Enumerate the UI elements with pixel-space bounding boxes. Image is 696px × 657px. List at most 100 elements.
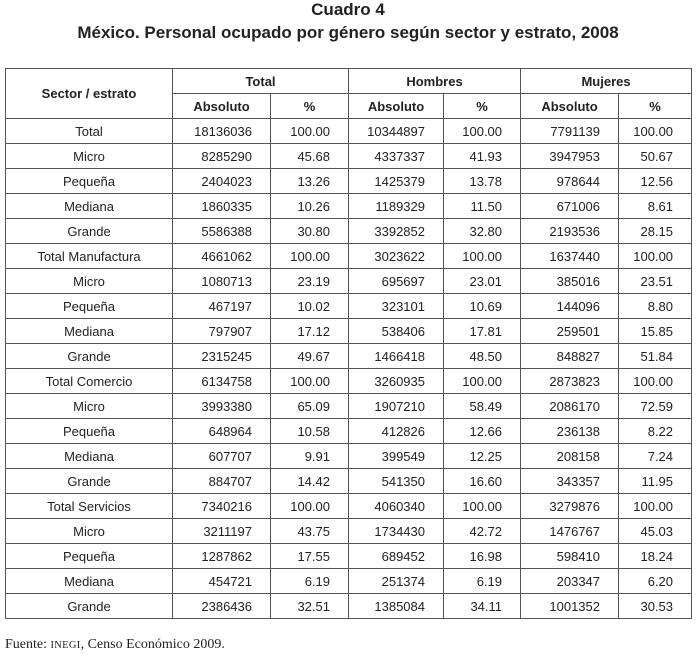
cell: 323101 — [348, 293, 444, 319]
table-row: Grande 2315245 49.67 1466418 48.50 848827 51.8… — [5, 343, 693, 369]
subtitle: México. Personal ocupado por género segú… — [77, 23, 619, 42]
cell: 978644 — [520, 168, 620, 194]
table-row: Grande 2386436 32.51 1385084 34.11 1001352 30.… — [5, 593, 693, 619]
cell: 17.55 — [270, 543, 349, 569]
cell: 100.00 — [442, 493, 522, 519]
row-label: Pequeña — [5, 543, 173, 569]
cell: 538406 — [348, 318, 444, 344]
cell: 236138 — [520, 418, 620, 444]
row-label: Pequeña — [5, 168, 173, 194]
cell: 1734430 — [348, 518, 444, 544]
group-header: Total — [172, 68, 349, 94]
cell: 100.00 — [442, 118, 522, 144]
cell: 100.00 — [618, 368, 693, 394]
row-label: Micro — [5, 268, 173, 294]
cell: 12.66 — [442, 418, 522, 444]
cell: 412826 — [348, 418, 444, 444]
cell: 648964 — [172, 418, 271, 444]
row-label: Micro — [5, 393, 173, 419]
cell: 10.69 — [442, 293, 522, 319]
cell: 100.00 — [442, 243, 522, 269]
cell: 11.50 — [442, 193, 522, 219]
table-row: Micro 8285290 45.68 4337337 41.93 3947953 50.6… — [5, 143, 693, 169]
cell: 8285290 — [172, 143, 271, 169]
cell: 23.19 — [270, 268, 349, 294]
cell: 797907 — [172, 318, 271, 344]
cell: 4661062 — [172, 243, 271, 269]
stub-header: Sector / estrato — [5, 68, 173, 119]
cell: 3993380 — [172, 393, 271, 419]
subheader: Absoluto — [172, 93, 271, 119]
row-label: Grande — [5, 218, 173, 244]
table-row: Pequeña 467197 10.02 323101 10.69 144096 8.80 — [5, 293, 693, 319]
footer-org: INEGI — [50, 640, 81, 651]
cell: 16.60 — [442, 468, 522, 494]
cell: 454721 — [172, 568, 271, 594]
cell: 259501 — [520, 318, 620, 344]
cell: 3947953 — [520, 143, 620, 169]
header-row: Sector / estrato Total Hombres Mujeres — [5, 68, 693, 119]
cell: 49.67 — [270, 343, 349, 369]
cell: 2315245 — [172, 343, 271, 369]
cell: 17.81 — [442, 318, 522, 344]
cell: 10.58 — [270, 418, 349, 444]
cell: 12.56 — [618, 168, 693, 194]
row-label: Grande — [5, 468, 173, 494]
cell: 541350 — [348, 468, 444, 494]
cell: 16.98 — [442, 543, 522, 569]
row-label: Pequeña — [5, 418, 173, 444]
cell: 17.12 — [270, 318, 349, 344]
cell: 45.03 — [618, 518, 693, 544]
cell: 28.15 — [618, 218, 693, 244]
cell: 13.78 — [442, 168, 522, 194]
cell: 32.51 — [270, 593, 349, 619]
table-row: Pequeña 1287862 17.55 689452 16.98 598410 18.2… — [5, 543, 693, 569]
row-label: Total Servicios — [5, 493, 173, 519]
cell: 72.59 — [618, 393, 693, 419]
cell: 23.51 — [618, 268, 693, 294]
table-row: Micro 3211197 43.75 1734430 42.72 1476767 45.0… — [5, 518, 693, 544]
cell: 2193536 — [520, 218, 620, 244]
cell: 6.19 — [442, 568, 522, 594]
cell: 10.26 — [270, 193, 349, 219]
data-table: Sector / estrato Total Hombres Mujeres Absol… — [5, 68, 693, 619]
row-label: Micro — [5, 518, 173, 544]
cell: 1860335 — [172, 193, 271, 219]
cell: 343357 — [520, 468, 620, 494]
cell: 671006 — [520, 193, 620, 219]
footer: Fuente: INEGI, Censo Económico 2009. — [5, 637, 225, 653]
row-label: Total Manufactura — [5, 243, 173, 269]
subheader: Absoluto — [348, 93, 444, 119]
row-label: Grande — [5, 593, 173, 619]
row-label: Pequeña — [5, 293, 173, 319]
footer-label: Fuente: — [5, 637, 47, 652]
cell: 100.00 — [442, 368, 522, 394]
cell: 43.75 — [270, 518, 349, 544]
cell: 13.26 — [270, 168, 349, 194]
cell: 1385084 — [348, 593, 444, 619]
cell: 32.80 — [442, 218, 522, 244]
row-label: Grande — [5, 343, 173, 369]
subheader-row: Absoluto% Absoluto% Absoluto% — [6, 93, 693, 119]
cell: 48.50 — [442, 343, 522, 369]
row-label: Mediana — [5, 193, 173, 219]
cell: 45.68 — [270, 143, 349, 169]
cell: 695697 — [348, 268, 444, 294]
cell: 2404023 — [172, 168, 271, 194]
cell: 1080713 — [172, 268, 271, 294]
cell: 6.20 — [618, 568, 693, 594]
cell: 399549 — [348, 443, 444, 469]
cell: 385016 — [520, 268, 620, 294]
table-row: Pequeña 2404023 13.26 1425379 13.78 978644 12.… — [5, 168, 693, 194]
cell: 18.24 — [618, 543, 693, 569]
cell: 100.00 — [270, 493, 349, 519]
row-label: Mediana — [5, 443, 173, 469]
cell: 42.72 — [442, 518, 522, 544]
cell: 3279876 — [520, 493, 620, 519]
table-header: Sector / estrato Total Hombres Mujeres Absol… — [5, 68, 693, 119]
cell: 100.00 — [270, 243, 349, 269]
cell: 2873823 — [520, 368, 620, 394]
cell: 51.84 — [618, 343, 693, 369]
